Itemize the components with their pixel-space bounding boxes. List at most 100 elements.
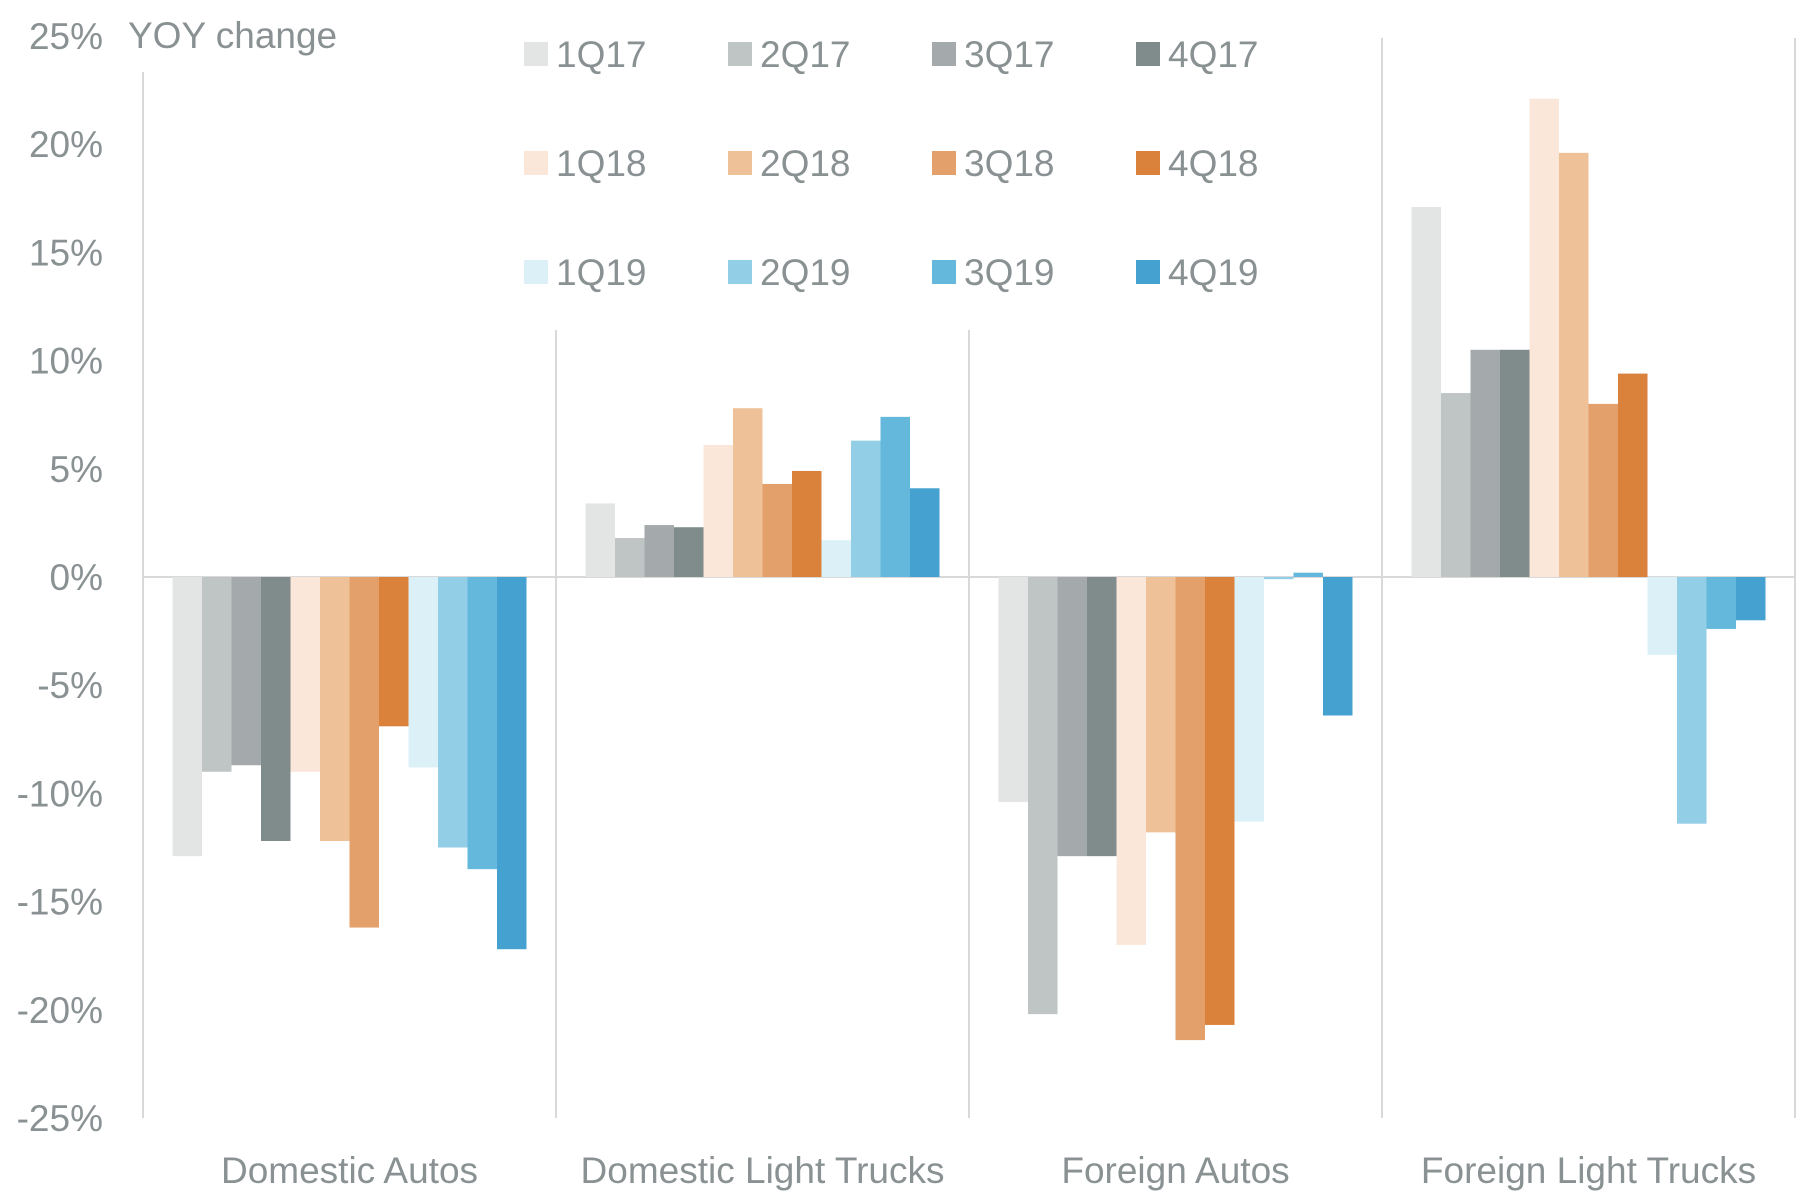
- bar-1q18-foreign-light-trucks: [1529, 98, 1559, 578]
- bar-4q18-foreign-light-trucks: [1618, 373, 1648, 577]
- bar-3q17-foreign-light-trucks: [1470, 349, 1500, 577]
- category-label: Foreign Autos: [1061, 1150, 1289, 1191]
- y-tick-label: -10%: [17, 773, 103, 814]
- bar-3q18-foreign-light-trucks: [1588, 403, 1618, 577]
- legend-swatch: [932, 42, 956, 66]
- bar-2q17-domestic-light-trucks: [615, 538, 645, 577]
- legend-swatch: [524, 260, 548, 284]
- legend-item: 1Q18: [524, 143, 647, 184]
- bar-3q19-domestic-autos: [467, 577, 497, 870]
- bar-1q18-domestic-light-trucks: [703, 444, 733, 577]
- bar-1q17-domestic-autos: [172, 577, 202, 857]
- bar-2q17-domestic-autos: [202, 577, 232, 772]
- y-tick-label: 20%: [29, 124, 103, 165]
- legend-label: 3Q19: [964, 252, 1055, 293]
- legend-swatch: [932, 260, 956, 284]
- bar-1q19-domestic-autos: [408, 577, 438, 768]
- legend-label: 2Q19: [760, 252, 851, 293]
- legend-label: 2Q18: [760, 143, 851, 184]
- legend-label: 1Q18: [556, 143, 647, 184]
- legend-item: 1Q19: [524, 252, 647, 293]
- legend-label: 3Q18: [964, 143, 1055, 184]
- category-label: Domestic Light Trucks: [581, 1150, 945, 1191]
- legend-label: 1Q19: [556, 252, 647, 293]
- bar-3q18-domestic-light-trucks: [762, 483, 792, 577]
- legend-label: 4Q17: [1168, 34, 1259, 75]
- y-tick-label: 10%: [29, 341, 103, 382]
- legend-swatch: [1136, 151, 1160, 175]
- bar-1q19-foreign-autos: [1234, 577, 1264, 822]
- legend-item: 1Q17: [524, 34, 647, 75]
- bar-1q17-domestic-light-trucks: [585, 503, 615, 577]
- bar-2q19-domestic-light-trucks: [851, 440, 881, 577]
- y-tick-label: 25%: [29, 16, 103, 57]
- legend-item: 2Q17: [728, 34, 851, 75]
- legend-item: 4Q19: [1136, 252, 1259, 293]
- bar-4q18-foreign-autos: [1205, 577, 1235, 1025]
- legend-label: 3Q17: [964, 34, 1055, 75]
- category-labels: Domestic Autos Domestic Light Trucks Forei…: [221, 1150, 1756, 1191]
- bars: [172, 98, 1766, 1041]
- bar-2q19-foreign-light-trucks: [1677, 577, 1707, 824]
- legend-label: 1Q17: [556, 34, 647, 75]
- legend-item: 3Q17: [932, 34, 1055, 75]
- bar-1q17-foreign-light-trucks: [1411, 206, 1441, 577]
- legend-swatch: [728, 260, 752, 284]
- bar-1q18-foreign-autos: [1116, 577, 1146, 945]
- y-tick-label: -20%: [17, 990, 103, 1031]
- y-tick-label: 0%: [50, 557, 103, 598]
- legend-swatch: [728, 151, 752, 175]
- bar-3q18-domestic-autos: [349, 577, 379, 928]
- legend-item: 2Q18: [728, 143, 851, 184]
- bar-3q19-foreign-autos: [1293, 572, 1323, 577]
- legend-swatch: [1136, 260, 1160, 284]
- category-label: Foreign Light Trucks: [1421, 1150, 1756, 1191]
- bar-4q19-foreign-light-trucks: [1736, 577, 1766, 621]
- bar-4q19-domestic-light-trucks: [910, 488, 940, 577]
- legend-label: 2Q17: [760, 34, 851, 75]
- bar-1q19-domestic-light-trucks: [821, 540, 851, 577]
- bar-3q17-foreign-autos: [1057, 577, 1087, 857]
- legend-item: 3Q18: [932, 143, 1055, 184]
- legend-item: 4Q17: [1136, 34, 1259, 75]
- bar-4q19-foreign-autos: [1323, 577, 1353, 716]
- bar-1q17-foreign-autos: [998, 577, 1028, 803]
- legend-swatch: [524, 151, 548, 175]
- bar-2q18-domestic-autos: [320, 577, 350, 842]
- legend-swatch: [524, 42, 548, 66]
- bar-2q19-foreign-autos: [1264, 577, 1294, 580]
- category-label: Domestic Autos: [221, 1150, 478, 1191]
- bar-4q18-domestic-light-trucks: [792, 470, 822, 577]
- bar-2q18-domestic-light-trucks: [733, 408, 763, 577]
- bar-2q17-foreign-light-trucks: [1441, 393, 1471, 577]
- bar-2q17-foreign-autos: [1028, 577, 1058, 1015]
- legend-item: 2Q19: [728, 252, 851, 293]
- bar-4q17-domestic-autos: [261, 577, 291, 842]
- legend-label: 4Q19: [1168, 252, 1259, 293]
- y-tick-label: -25%: [17, 1098, 103, 1139]
- legend-swatch: [728, 42, 752, 66]
- legend-item: 3Q19: [932, 252, 1055, 293]
- bar-3q19-foreign-light-trucks: [1706, 577, 1736, 629]
- bar-2q18-foreign-light-trucks: [1559, 152, 1589, 577]
- bar-3q19-domestic-light-trucks: [880, 416, 910, 577]
- y-axis-title: YOY change: [128, 15, 337, 56]
- bar-1q19-foreign-light-trucks: [1647, 577, 1677, 655]
- legend-item: 4Q18: [1136, 143, 1259, 184]
- legend-swatch: [932, 151, 956, 175]
- bar-4q17-foreign-light-trucks: [1500, 349, 1530, 577]
- bar-3q17-domestic-autos: [231, 577, 261, 766]
- y-tick-label: 5%: [50, 449, 103, 490]
- bar-3q17-domestic-light-trucks: [644, 525, 674, 577]
- bar-4q17-foreign-autos: [1087, 577, 1117, 857]
- legend-label: 4Q18: [1168, 143, 1259, 184]
- bar-3q18-foreign-autos: [1175, 577, 1205, 1041]
- bar-1q18-domestic-autos: [290, 577, 320, 772]
- bar-4q17-domestic-light-trucks: [674, 527, 704, 577]
- legend: 1Q17 2Q17 3Q17 4Q17 1Q18 2Q18 3Q18 4Q18 1Q19 2Q19…: [524, 34, 1259, 293]
- y-tick-label: -5%: [37, 665, 103, 706]
- bar-4q18-domestic-autos: [379, 577, 409, 727]
- bar-2q18-foreign-autos: [1146, 577, 1176, 833]
- y-axis-labels: 25% 20% 15% 10% 5% 0% -5% -10% -15% -20% -25%: [17, 16, 103, 1139]
